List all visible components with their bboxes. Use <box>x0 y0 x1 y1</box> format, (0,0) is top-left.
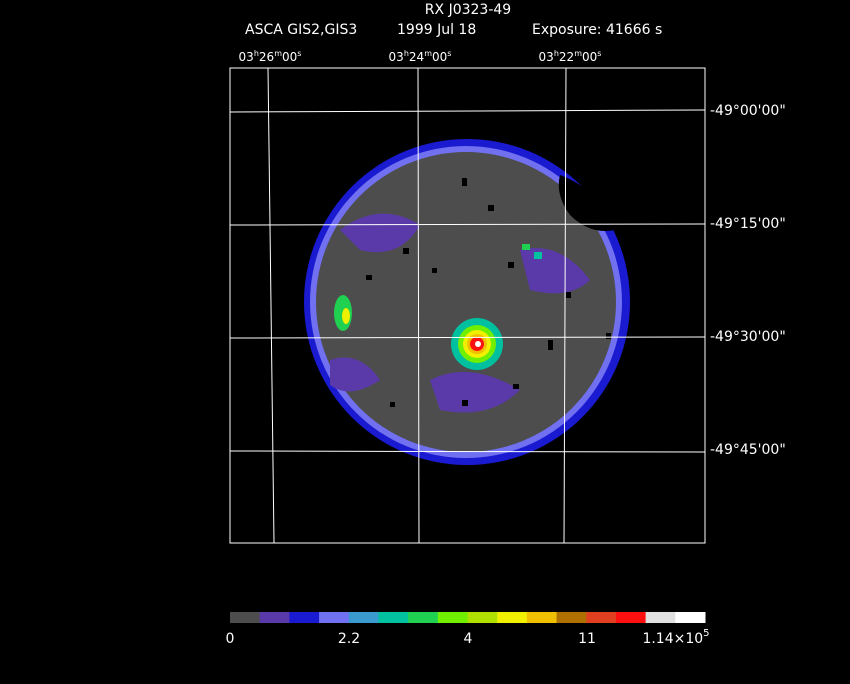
ra-unit: s <box>447 49 451 58</box>
instrument: ASCA GIS2,GIS3 <box>245 22 357 38</box>
ra-label: 03h26m00s <box>239 49 302 64</box>
label-mantissa: 1.14×10 <box>642 631 703 647</box>
ra-value: 03 <box>539 50 554 64</box>
colorbar-swatch <box>615 612 647 623</box>
colorbar-swatch <box>645 612 676 623</box>
date: 1999 Jul 18 <box>397 22 476 38</box>
colorbar-swatch <box>467 612 498 623</box>
exposure: Exposure: 41666 s <box>532 22 662 38</box>
dark-pixels <box>366 178 611 407</box>
ra-value: 00 <box>582 50 597 64</box>
ra-label: 03h24m00s <box>389 49 452 64</box>
ra-value: 00 <box>432 50 447 64</box>
faint-source <box>534 252 542 259</box>
dec-grid-line <box>229 223 706 226</box>
colorbar-swatch <box>289 612 320 623</box>
source-peak <box>475 341 481 347</box>
dec-grid-line <box>229 450 706 453</box>
colorbar-swatch <box>556 612 587 623</box>
ra-grid-line <box>563 67 567 544</box>
dec-label: -49°45'00" <box>710 442 786 458</box>
ra-label: 03h22m00s <box>539 49 602 64</box>
ra-unit: s <box>297 49 301 58</box>
ra-unit: m <box>424 49 432 58</box>
ra-unit: m <box>574 49 582 58</box>
colorbar-swatch <box>259 612 290 623</box>
colorbar-swatch <box>586 612 617 623</box>
faint-source <box>522 244 530 250</box>
ra-unit: h <box>554 49 559 58</box>
colorbar-swatch <box>378 612 409 623</box>
title: RX J0323-49 <box>425 2 511 18</box>
colorbar-swatch <box>437 612 468 623</box>
colorbar: 0 2.2 4 11 1.14×105 <box>226 612 710 647</box>
colorbar-swatch <box>319 612 350 623</box>
coordinate-grid <box>229 67 706 544</box>
dec-label: -49°15'00" <box>710 216 786 232</box>
colorbar-swatch <box>497 612 528 623</box>
colorbar-label: 4 <box>464 631 473 647</box>
ra-unit: h <box>254 49 259 58</box>
noise-patches <box>330 213 590 413</box>
ra-value: 26 <box>259 50 274 64</box>
ra-value: 24 <box>409 50 424 64</box>
colorbar-swatch <box>675 612 706 623</box>
dec-label: -49°30'00" <box>710 329 786 345</box>
ra-unit: h <box>404 49 409 58</box>
colorbar-label: 2.2 <box>338 631 360 647</box>
colorbar-swatch <box>348 612 379 623</box>
ra-value: 03 <box>239 50 254 64</box>
ra-value: 03 <box>389 50 404 64</box>
offaxis-core <box>342 308 350 324</box>
ra-value: 00 <box>282 50 297 64</box>
axis-labels: 03h26m00s 03h24m00s 03h22m00s-49°00'00"-49… <box>239 49 786 458</box>
dark-region <box>558 175 615 231</box>
colorbar-swatch <box>526 612 558 623</box>
dec-grid-line <box>229 336 706 339</box>
ra-unit: m <box>274 49 282 58</box>
dec-label: -49°00'00" <box>710 103 786 119</box>
ra-unit: s <box>597 49 601 58</box>
colorbar-swatch <box>408 612 439 623</box>
image <box>304 139 630 465</box>
colorbar-label: 0 <box>226 631 235 647</box>
ra-grid-line <box>417 67 420 544</box>
colorbar-label: 11 <box>578 631 596 647</box>
colorbar-label: 1.14×105 <box>642 628 709 647</box>
ra-grid-line <box>267 67 275 544</box>
colorbar-swatch <box>230 612 261 623</box>
image-frame <box>229 67 706 544</box>
label-exponent: 5 <box>703 628 709 639</box>
ra-value: 22 <box>559 50 574 64</box>
dec-grid-line <box>229 109 706 113</box>
